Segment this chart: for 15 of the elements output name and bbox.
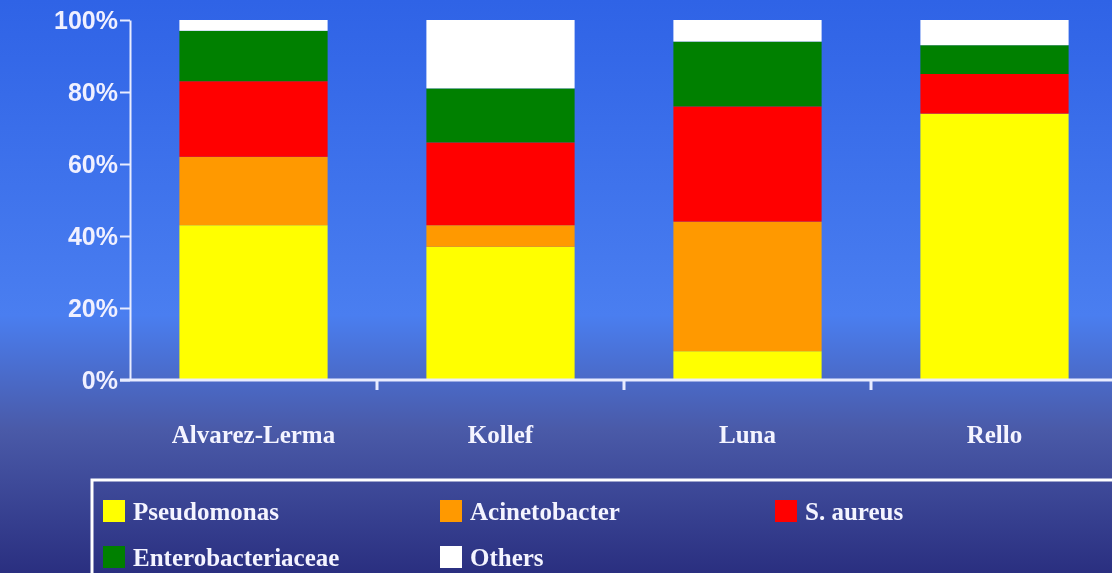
legend-label: Acinetobacter [470,497,620,525]
y-tick-label: 100% [54,6,118,35]
x-tick-label: Rello [966,421,1023,448]
legend-label: S. aureus [805,497,904,525]
y-tick-label: 0% [81,366,118,395]
x-tick-label: Luna [719,421,777,448]
x-tick-label: Alvarez-Lerma [171,421,336,448]
y-tick-label: 40% [67,222,118,251]
y-tick-label: 60% [67,150,118,179]
y-tick-label: 80% [67,78,118,107]
legend-label: Others [470,543,544,571]
y-tick-label: 20% [67,294,118,323]
legend-label: Enterobacteriaceae [133,543,340,571]
x-tick-label: Kollef [467,421,534,448]
legend-label: Pseudomonas [133,497,280,525]
